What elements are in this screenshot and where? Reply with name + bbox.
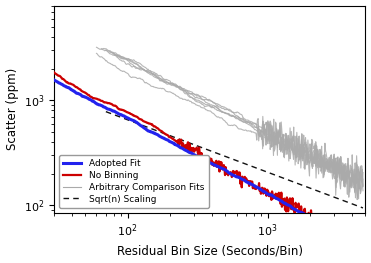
X-axis label: Residual Bin Size (Seconds/Bin): Residual Bin Size (Seconds/Bin) (117, 244, 303, 257)
Legend: Adopted Fit, No Binning, Arbitrary Comparison Fits, Sqrt(n) Scaling: Adopted Fit, No Binning, Arbitrary Compa… (59, 155, 209, 208)
Y-axis label: Scatter (ppm): Scatter (ppm) (6, 68, 19, 150)
